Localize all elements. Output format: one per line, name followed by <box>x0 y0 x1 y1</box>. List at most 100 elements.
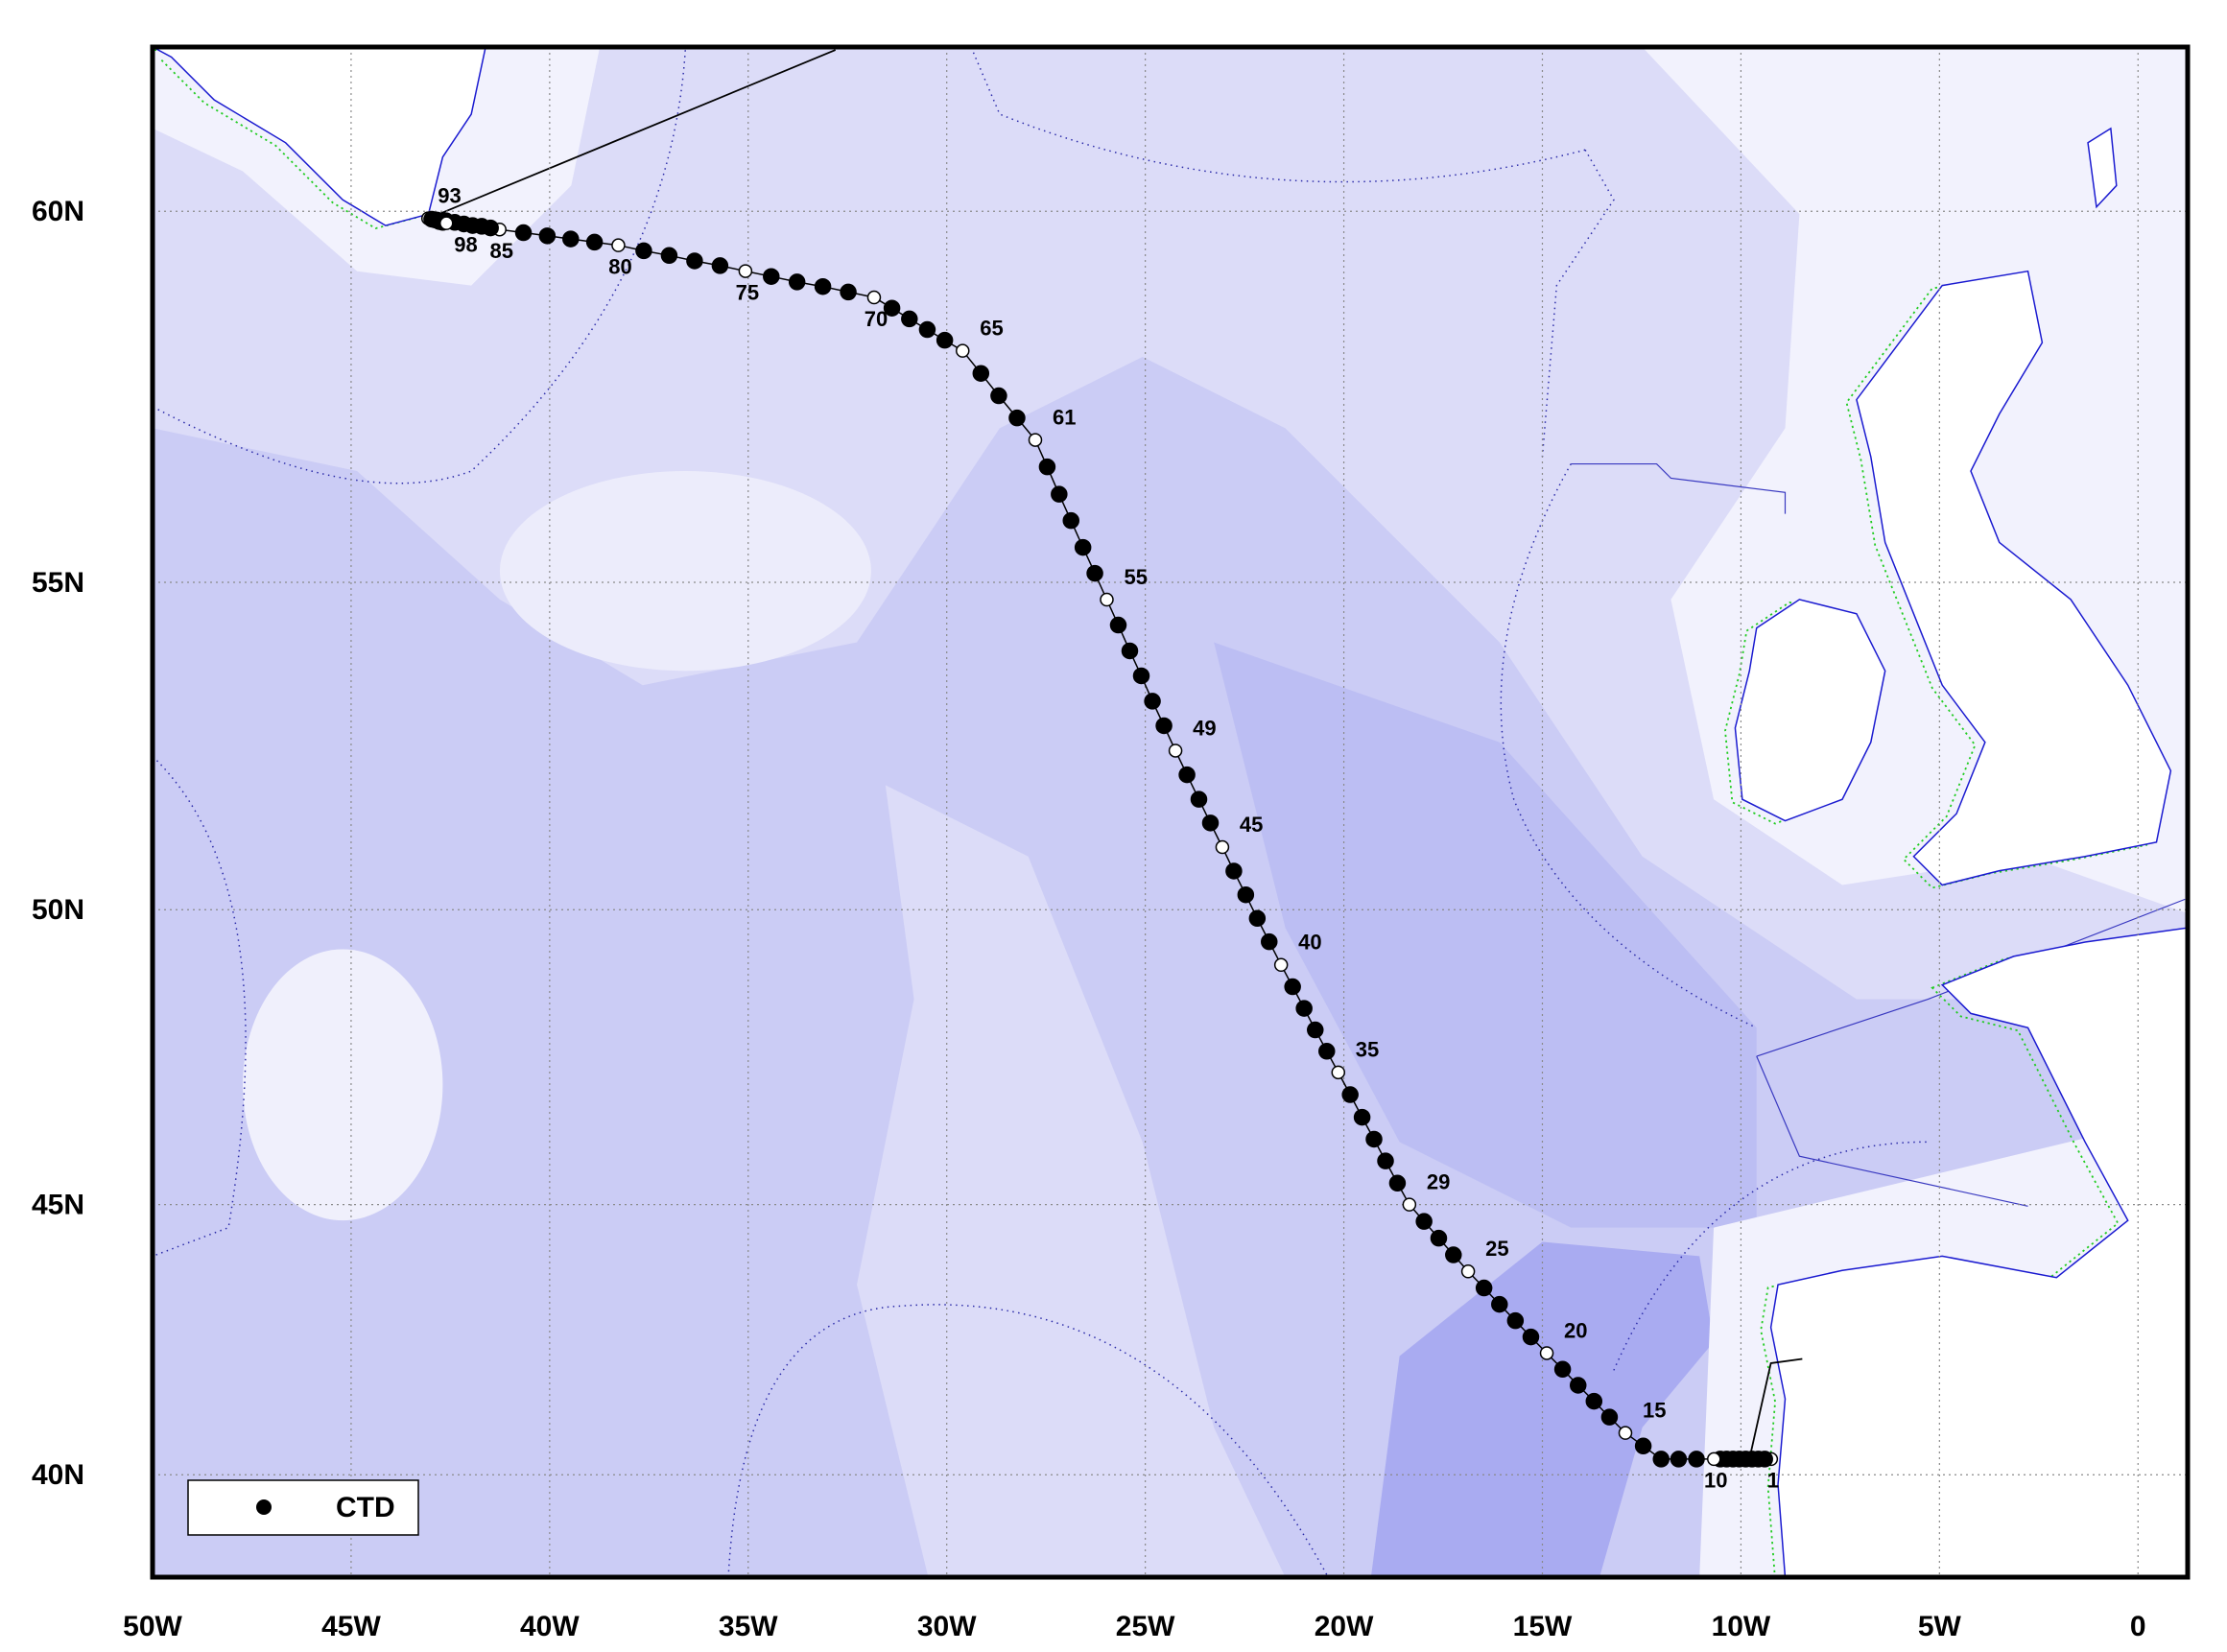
x-tick-label: 0 <box>2130 1611 2146 1642</box>
station <box>738 264 753 278</box>
legend-label: CTD <box>336 1492 395 1523</box>
station <box>1190 791 1208 808</box>
station-label: 15 <box>1643 1398 1666 1422</box>
map-background <box>153 47 2188 1577</box>
station <box>585 233 604 251</box>
station <box>1086 564 1103 582</box>
station <box>1273 957 1289 973</box>
station <box>1670 1451 1688 1468</box>
great-britain <box>1856 270 2172 886</box>
x-tick-label: 40W <box>520 1611 580 1642</box>
station-label: 25 <box>1485 1237 1508 1261</box>
station <box>1168 743 1183 758</box>
station-label: 80 <box>608 254 631 278</box>
station <box>1415 1213 1433 1230</box>
station <box>711 257 729 274</box>
station <box>1491 1295 1508 1313</box>
station <box>1284 978 1301 996</box>
station <box>538 227 557 245</box>
x-tick-label: 35W <box>719 1611 778 1642</box>
station <box>1618 1426 1633 1440</box>
boundary <box>1500 463 1758 1028</box>
station <box>788 273 806 291</box>
station <box>1100 592 1114 607</box>
station <box>972 365 990 382</box>
station <box>1331 1065 1346 1080</box>
station <box>1132 667 1150 685</box>
station <box>840 283 857 301</box>
greenland <box>153 47 486 226</box>
station <box>883 299 901 317</box>
station <box>1144 693 1161 710</box>
station <box>1237 885 1255 904</box>
station-label: 1 <box>1767 1469 1779 1493</box>
station-label: 10 <box>1704 1469 1727 1493</box>
station-label: 20 <box>1564 1318 1587 1342</box>
deep-region <box>1214 642 1757 1228</box>
transit-line <box>428 49 1803 1459</box>
station <box>1062 511 1079 530</box>
station <box>1539 1346 1554 1360</box>
station <box>1341 1086 1359 1103</box>
station <box>660 247 678 265</box>
station <box>1388 1174 1407 1192</box>
station <box>1475 1279 1493 1297</box>
station <box>1445 1246 1462 1263</box>
station <box>1585 1392 1603 1410</box>
map-frame <box>150 44 2191 1580</box>
station-label: 55 <box>1124 565 1147 589</box>
station <box>956 343 970 358</box>
station-label: 40 <box>1298 931 1321 955</box>
station <box>814 277 832 295</box>
x-tick-label: 45W <box>321 1611 381 1642</box>
x-tick-label: 15W <box>1513 1611 1573 1642</box>
station <box>1155 717 1173 735</box>
station <box>1707 1451 1721 1467</box>
station-label: 70 <box>865 307 888 331</box>
station <box>901 310 918 328</box>
station <box>1038 458 1056 476</box>
station <box>1225 862 1243 880</box>
boundary <box>1571 462 2186 1207</box>
station-label: 29 <box>1427 1169 1450 1193</box>
station-label: 65 <box>980 316 1003 340</box>
island <box>2087 127 2118 209</box>
station <box>1318 1043 1336 1060</box>
station <box>1074 538 1092 556</box>
station <box>866 290 882 305</box>
station <box>1353 1108 1371 1126</box>
station-label: 49 <box>1193 716 1216 740</box>
station <box>562 230 580 248</box>
legend-box <box>187 1479 419 1536</box>
x-tick-label: 5W <box>1918 1611 1962 1642</box>
europe <box>1769 927 2188 1577</box>
station-label: 45 <box>1240 813 1263 837</box>
x-tick-label: 20W <box>1315 1611 1374 1642</box>
ireland <box>1734 599 1886 822</box>
x-tick-label: 30W <box>917 1611 977 1642</box>
station <box>1028 433 1043 447</box>
station <box>635 242 652 260</box>
station-label: 98 <box>454 232 477 256</box>
station <box>1506 1311 1525 1330</box>
station-label: 75 <box>736 280 759 304</box>
station <box>1248 909 1267 928</box>
station <box>1008 409 1026 427</box>
ridge <box>499 471 871 672</box>
y-tick-label: 50N <box>32 894 84 926</box>
x-tick-label: 10W <box>1712 1611 1771 1642</box>
station <box>1430 1229 1448 1247</box>
shallow-region <box>153 47 2188 1000</box>
station <box>1307 1021 1324 1039</box>
station-label: 61 <box>1053 405 1076 429</box>
station <box>1553 1360 1572 1379</box>
station <box>1109 616 1127 634</box>
y-tick-label: 40N <box>32 1459 84 1491</box>
y-tick-label: 45N <box>32 1190 84 1221</box>
boundary <box>1541 149 1929 1371</box>
deep-region <box>1370 1241 1715 1577</box>
station <box>1600 1408 1619 1426</box>
station <box>1402 1197 1417 1212</box>
y-tick-label: 60N <box>32 196 84 227</box>
